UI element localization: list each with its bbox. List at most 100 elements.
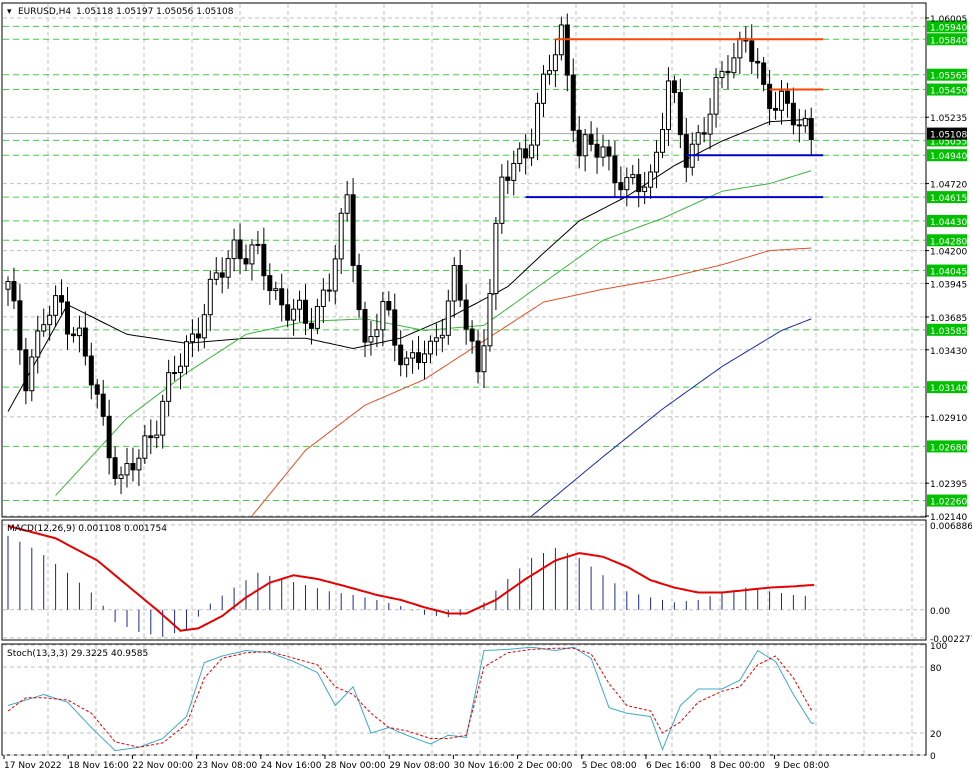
stoch-tick-label: 0: [930, 752, 936, 762]
candle-bull: [184, 341, 189, 367]
candle-bull: [481, 345, 487, 373]
candle-bear: [112, 457, 118, 479]
candle-bear: [463, 299, 469, 330]
level-tag: [927, 323, 967, 336]
level-tag: [927, 440, 967, 453]
drawn-lines[interactable]: [525, 38, 824, 199]
price-tick-label: 1.03430: [930, 347, 967, 357]
candle-bull: [338, 212, 344, 260]
candle-bear: [683, 134, 689, 168]
level-tag: [927, 20, 967, 33]
candle-bear: [475, 340, 481, 373]
level-tag-text: 1.04430: [930, 218, 967, 228]
candle-bull: [487, 293, 493, 347]
price-tick-label: 1.03945: [930, 280, 967, 290]
candle-bull: [624, 177, 630, 191]
time-tick-label: 22 Nov 00:00: [132, 761, 193, 771]
pane-frame-2: [1, 643, 927, 756]
candle-bear: [195, 333, 201, 339]
candle-bull: [737, 38, 743, 59]
candle-bull: [529, 144, 535, 159]
candle-bull: [630, 174, 636, 179]
level-tag: [927, 191, 967, 204]
candle-bull: [552, 54, 558, 72]
candle-bull: [29, 356, 35, 392]
level-tag-text: 1.05940: [930, 23, 967, 33]
candle-bull: [439, 334, 445, 339]
candle-bull: [160, 400, 166, 436]
candle-bear: [106, 415, 112, 459]
candle-bull: [695, 132, 701, 145]
candle-bull: [493, 222, 499, 295]
time-tick-label: 6 Dec 16:00: [646, 761, 701, 771]
candles: [5, 13, 814, 495]
macd-tick-label: 0.006886: [930, 522, 972, 532]
candle-bull: [320, 289, 326, 307]
level-tag-text: 1.02260: [930, 498, 967, 508]
candle-bear: [392, 309, 398, 346]
stoch-tick-label: 100: [930, 642, 947, 652]
stoch-tick-label: 80: [930, 664, 942, 674]
price-tick-label: 1.06005: [930, 15, 967, 25]
candle-bear: [749, 40, 755, 62]
candle-bull: [368, 336, 374, 343]
candle-bull: [53, 295, 59, 316]
level-tag-text: 1.04045: [930, 268, 967, 278]
level-tag: [927, 381, 967, 394]
candle-bear: [606, 146, 612, 157]
candle-bear: [618, 182, 624, 191]
candle-bear: [784, 90, 790, 104]
candle-bear: [469, 328, 475, 342]
candle-bull: [225, 258, 231, 278]
candle-bull: [642, 186, 648, 193]
candle-bull: [136, 457, 142, 471]
level-tag: [927, 234, 967, 247]
price-tick-label: 1.04720: [930, 181, 967, 191]
candle-bear: [279, 288, 285, 306]
chart-header-arrow-icon[interactable]: ▾: [7, 7, 12, 17]
candle-bear: [148, 435, 154, 439]
level-tag-text: 1.03585: [930, 327, 967, 337]
candle-bull: [410, 352, 416, 359]
candle-bull: [231, 239, 237, 260]
level-tag: [927, 83, 967, 96]
candle-bull: [255, 243, 261, 246]
time-tick-label: 8 Dec 00:00: [710, 761, 765, 771]
candle-bull: [427, 340, 433, 355]
candle-bear: [356, 264, 362, 311]
candle-bull: [273, 288, 279, 292]
candle-bull: [719, 70, 725, 79]
candle-bear: [761, 62, 767, 85]
ma_fast-line: [7, 118, 812, 412]
ma_mid-line: [55, 170, 812, 496]
candle-bull: [166, 372, 172, 402]
level-tag-text: 1.04280: [930, 237, 967, 247]
time-tick-label: 29 Nov 08:00: [389, 761, 450, 771]
candle-bear: [326, 289, 332, 292]
candle-bear: [594, 143, 600, 158]
candle-bull: [76, 327, 82, 337]
candle-bull: [154, 434, 160, 439]
time-tick-label: 5 Dec 08:00: [582, 761, 637, 771]
macd-pane: [7, 524, 815, 637]
candle-bear: [94, 384, 100, 395]
candle-bull: [499, 176, 505, 224]
candle-bull: [511, 162, 517, 181]
candle-bull: [41, 324, 47, 332]
level-tag-text: 1.05450: [930, 87, 967, 97]
candle-bull: [546, 70, 552, 75]
candle-bull: [172, 372, 178, 375]
level-tag: [927, 33, 967, 46]
ma_slow-line: [251, 247, 812, 517]
pane-frames: [1, 2, 927, 756]
candle-bear: [416, 352, 422, 364]
candle-bear: [82, 327, 88, 357]
candle-bear: [790, 102, 796, 126]
price-tick-label: 1.02395: [930, 480, 967, 490]
candle-bear: [677, 92, 683, 136]
level-tag-text: 1.04615: [930, 194, 967, 204]
candle-bull: [124, 463, 130, 476]
price-tick-label: 1.03685: [930, 314, 967, 324]
time-tick-label: 2 Dec 00:00: [518, 761, 573, 771]
